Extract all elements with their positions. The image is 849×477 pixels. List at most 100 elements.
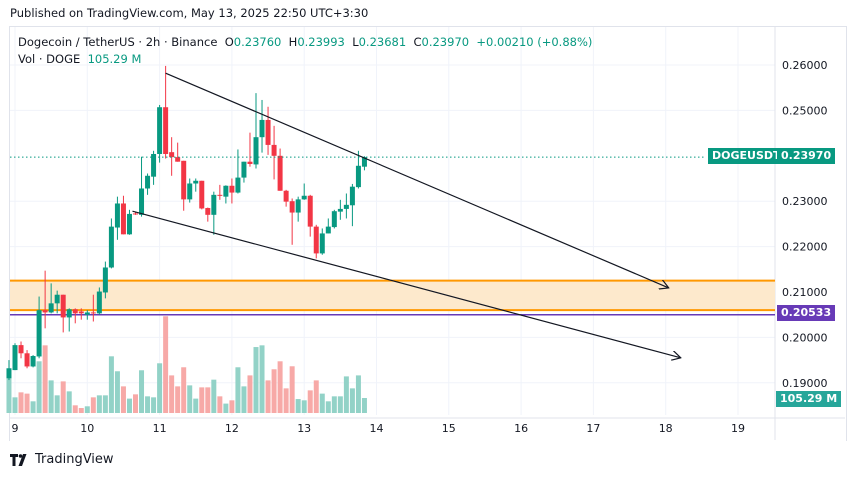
volume-bar: [145, 396, 151, 413]
volume-bar: [48, 380, 54, 413]
y-tick-label: 0.20000: [782, 331, 828, 344]
candle-body: [211, 194, 217, 215]
volume-bar: [157, 363, 163, 413]
candle-body: [139, 188, 145, 215]
volume-bar: [6, 377, 12, 413]
candle-body: [120, 203, 126, 235]
candle-body: [313, 226, 319, 254]
y-tick-label: 0.25000: [782, 104, 828, 117]
volume-bar: [181, 367, 187, 413]
volume-bar: [120, 386, 126, 413]
candle-body: [223, 185, 229, 197]
volume-bar: [223, 403, 229, 413]
x-tick-label: 15: [442, 422, 456, 435]
candle-body: [301, 195, 307, 200]
candle-body: [169, 152, 175, 158]
candle-body: [84, 312, 90, 315]
volume-bar: [139, 370, 145, 413]
volume-bar: [355, 375, 361, 413]
candle-body: [108, 226, 114, 268]
x-tick-label: 16: [514, 422, 528, 435]
volume-bar: [169, 375, 175, 413]
volume-bar: [271, 369, 277, 413]
y-tick-label: 0.26000: [782, 59, 828, 72]
volume-bar: [36, 361, 42, 413]
x-tick-label: 17: [586, 422, 600, 435]
volume-bar: [241, 386, 247, 413]
candle-body: [126, 213, 132, 235]
volume-bar: [283, 388, 289, 413]
x-tick-label: 19: [731, 422, 745, 435]
y-tick-label: 0.22000: [782, 241, 828, 254]
tradingview-logo-icon: [10, 453, 27, 466]
candle-body: [60, 294, 66, 318]
x-tick-label: 10: [80, 422, 94, 435]
volume-bar: [199, 387, 205, 413]
candle-body: [78, 311, 84, 314]
candle-body: [163, 107, 169, 154]
candle-body: [271, 144, 277, 156]
volume-bar: [361, 398, 367, 413]
candle-body: [295, 199, 301, 213]
close-value: 0.23970: [421, 35, 470, 49]
chart-legend: Dogecoin / TetherUS · 2h · Binance O0.23…: [18, 34, 592, 68]
candle-body: [30, 356, 36, 367]
candle-body: [229, 185, 235, 193]
candle-body: [361, 157, 367, 167]
volume-bar: [30, 401, 36, 413]
volume-bar: [313, 380, 319, 413]
last-price-tag: 0.23970: [777, 148, 836, 164]
candle-body: [343, 204, 349, 209]
candle-body: [241, 161, 247, 178]
candle-body: [283, 190, 289, 202]
support-zone: [10, 280, 775, 311]
candle-body: [12, 345, 18, 371]
candle-body: [349, 186, 355, 206]
volume-bar: [331, 396, 337, 413]
volume-bar: [277, 361, 283, 413]
y-tick-label: 0.19000: [782, 377, 828, 390]
candle-body: [259, 119, 265, 138]
volume-bar: [295, 399, 301, 413]
candle-body: [277, 155, 283, 191]
candle-body: [96, 291, 102, 314]
chart-frame: [9, 26, 847, 441]
x-tick-label: 18: [659, 422, 673, 435]
volume-bar: [343, 376, 349, 413]
candle-body: [66, 309, 72, 318]
candle-body: [289, 201, 295, 213]
volume-bar: [78, 408, 84, 413]
x-tick-label: 12: [225, 422, 239, 435]
volume-bar: [133, 394, 138, 413]
volume-bar: [349, 388, 355, 413]
volume-bar: [102, 395, 108, 413]
y-tick-label: 0.21000: [782, 286, 828, 299]
volume-bar: [301, 400, 307, 413]
candle-body: [151, 153, 157, 177]
candle-body: [199, 180, 205, 209]
y-tick-label: 0.23000: [782, 195, 828, 208]
candle-body: [193, 180, 199, 184]
volume-bar: [259, 345, 265, 413]
trendline: [165, 72, 669, 288]
volume-label[interactable]: Vol · DOGE: [18, 52, 81, 66]
candle-body: [319, 233, 325, 254]
candle-body: [90, 312, 96, 314]
volume-bar: [151, 397, 157, 413]
candle-body: [181, 160, 187, 200]
volume-bar: [187, 385, 193, 413]
candle-body: [187, 183, 193, 200]
candle-body: [48, 303, 54, 313]
x-tick-label: 11: [153, 422, 167, 435]
low-label: L: [352, 35, 359, 49]
candle-body: [217, 194, 223, 196]
footer-brand[interactable]: TradingView: [10, 452, 114, 467]
volume-bar: [18, 392, 24, 413]
volume-bar: [175, 386, 181, 413]
x-tick-label: 13: [297, 422, 311, 435]
volume-bar: [114, 371, 120, 413]
high-value: 0.23993: [297, 35, 345, 49]
symbol-label[interactable]: Dogecoin / TetherUS · 2h · Binance: [18, 35, 218, 49]
candle-body: [235, 177, 241, 193]
